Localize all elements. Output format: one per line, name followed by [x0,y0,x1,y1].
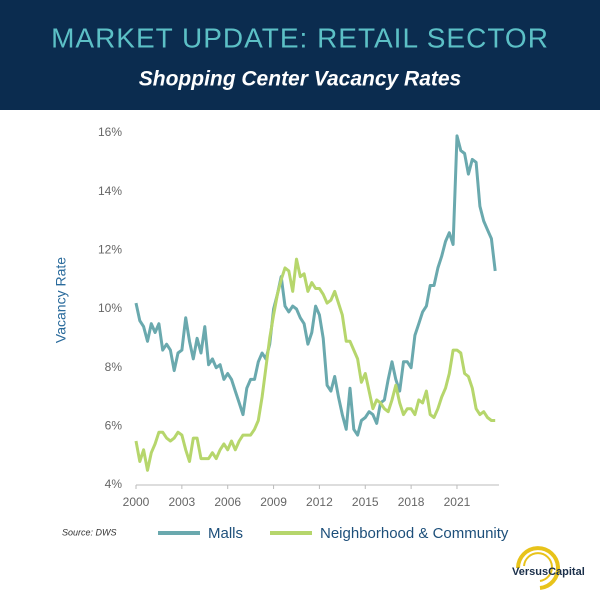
x-tick-label: 2000 [123,495,150,509]
x-tick-label: 2012 [306,495,333,509]
x-tick-label: 2021 [444,495,471,509]
y-tick-label: 14% [98,184,122,198]
legend-label: Malls [208,525,243,542]
x-tick-label: 2015 [352,495,379,509]
chart-subtitle: Shopping Center Vacancy Rates [139,68,461,91]
series-line [134,257,496,472]
y-tick-label: 6% [105,419,123,433]
logo-swoosh [516,546,560,590]
y-tick-label: 12% [98,243,122,257]
series-line [134,134,497,437]
y-tick-label: 8% [105,360,123,374]
x-tick-label: 2009 [260,495,287,509]
x-tick-label: 2018 [398,495,425,509]
y-tick-label: 16% [98,125,122,139]
source-note: Source: DWS [62,527,117,537]
logo-swoosh [523,552,553,582]
x-tick-label: 2003 [169,495,196,509]
y-tick-label: 4% [105,477,123,491]
chart-title: MARKET UPDATE: RETAIL SECTOR [51,22,549,53]
legend-label: Neighborhood & Community [320,525,509,542]
y-axis-label: Vacancy Rate [53,257,69,343]
header-band [0,0,600,110]
x-tick-label: 2006 [214,495,241,509]
logo-text: VersusCapital [512,566,585,578]
y-tick-label: 10% [98,301,122,315]
logo: VersusCapital [512,546,585,590]
